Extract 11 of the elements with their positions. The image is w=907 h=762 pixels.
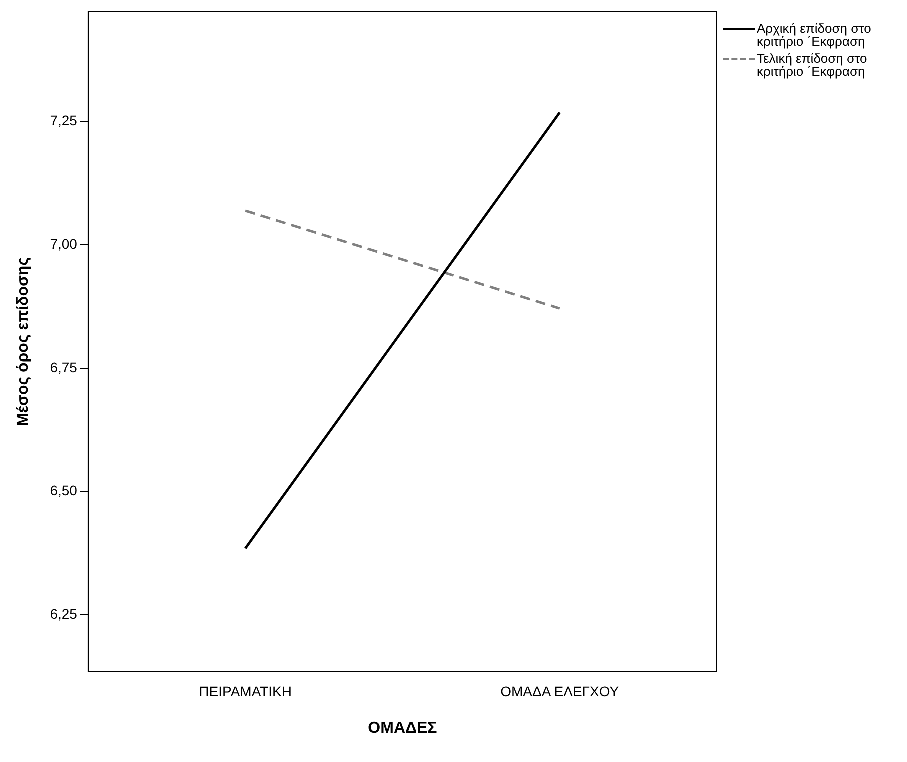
y-tick-label: 7,25 [50,112,78,128]
y-tick-label: 6,50 [50,482,78,499]
legend-label: Τελική επίδοση στο κριτήριο ΄Εκφραση [757,51,868,79]
legend-label: Αρχική επίδοση στο κριτήριο ΄Εκφραση [757,21,872,49]
x-tick-label: ΠΕΙΡΑΜΑΤΙΚΗ [199,683,292,700]
x-tick-label: ΟΜΑΔΑ ΕΛΕΓΧΟΥ [500,683,620,700]
y-tick-label: 6,25 [50,606,78,622]
y-tick-label: 6,75 [50,359,78,376]
x-axis-title: ΟΜΑΔΕΣ [368,720,438,737]
y-tick-label: 7,00 [50,236,78,252]
y-axis-title: Μέσος όρος επίδοσης [15,257,32,427]
